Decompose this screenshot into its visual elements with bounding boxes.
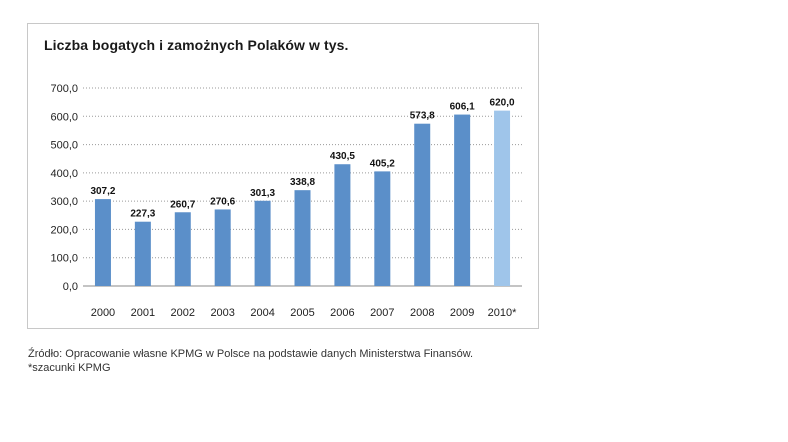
bar bbox=[214, 209, 231, 286]
data-label: 606,1 bbox=[450, 102, 475, 113]
bar bbox=[414, 123, 431, 287]
bar bbox=[494, 110, 511, 286]
data-label: 227,3 bbox=[130, 209, 155, 220]
bar bbox=[454, 114, 471, 286]
bar bbox=[334, 164, 351, 286]
y-tick-label: 600,0 bbox=[50, 111, 78, 123]
x-tick-label: 2002 bbox=[171, 307, 195, 319]
y-tick-label: 200,0 bbox=[50, 224, 78, 236]
x-tick-label: 2000 bbox=[91, 307, 115, 319]
data-label: 338,8 bbox=[290, 177, 315, 188]
data-label: 620,0 bbox=[490, 98, 515, 109]
x-tick-label: 2003 bbox=[210, 307, 234, 319]
source-note: Źródło: Opracowanie własne KPMG w Polsce… bbox=[28, 348, 474, 360]
data-label: 307,2 bbox=[90, 186, 115, 197]
bar bbox=[174, 212, 191, 286]
x-tick-label: 2004 bbox=[250, 307, 274, 319]
y-tick-label: 300,0 bbox=[50, 196, 78, 208]
y-tick-label: 100,0 bbox=[50, 253, 78, 265]
y-tick-label: 400,0 bbox=[50, 168, 78, 180]
y-tick-label: 0,0 bbox=[63, 281, 78, 293]
bar-chart: 0,0 100,0 200,0 300,0 400,0 500,0 600,0 700,0 30… bbox=[50, 83, 522, 319]
bar bbox=[94, 199, 111, 286]
y-tick-label: 700,0 bbox=[50, 83, 78, 95]
x-tick-label: 2005 bbox=[290, 307, 314, 319]
chart-title: Liczba bogatych i zamożnych Polaków w ty… bbox=[44, 37, 349, 53]
data-label: 301,3 bbox=[250, 188, 275, 199]
x-tick-label: 2010* bbox=[488, 307, 517, 319]
y-tick-label: 500,0 bbox=[50, 140, 78, 152]
chart-container: Liczba bogatych i zamożnych Polaków w ty… bbox=[27, 23, 539, 329]
bar bbox=[134, 221, 151, 286]
x-tick-label: 2008 bbox=[410, 307, 434, 319]
x-tick-label: 2007 bbox=[370, 307, 394, 319]
x-tick-label: 2009 bbox=[450, 307, 474, 319]
bar bbox=[374, 171, 391, 286]
bar bbox=[254, 200, 271, 286]
bar bbox=[294, 190, 311, 286]
estimate-note: *szacunki KPMG bbox=[28, 362, 111, 374]
data-label: 405,2 bbox=[370, 158, 395, 169]
data-label: 573,8 bbox=[410, 111, 435, 122]
data-label: 270,6 bbox=[210, 196, 235, 207]
x-tick-label: 2001 bbox=[131, 307, 155, 319]
data-label: 260,7 bbox=[170, 199, 195, 210]
data-label: 430,5 bbox=[330, 151, 355, 162]
x-tick-label: 2006 bbox=[330, 307, 354, 319]
